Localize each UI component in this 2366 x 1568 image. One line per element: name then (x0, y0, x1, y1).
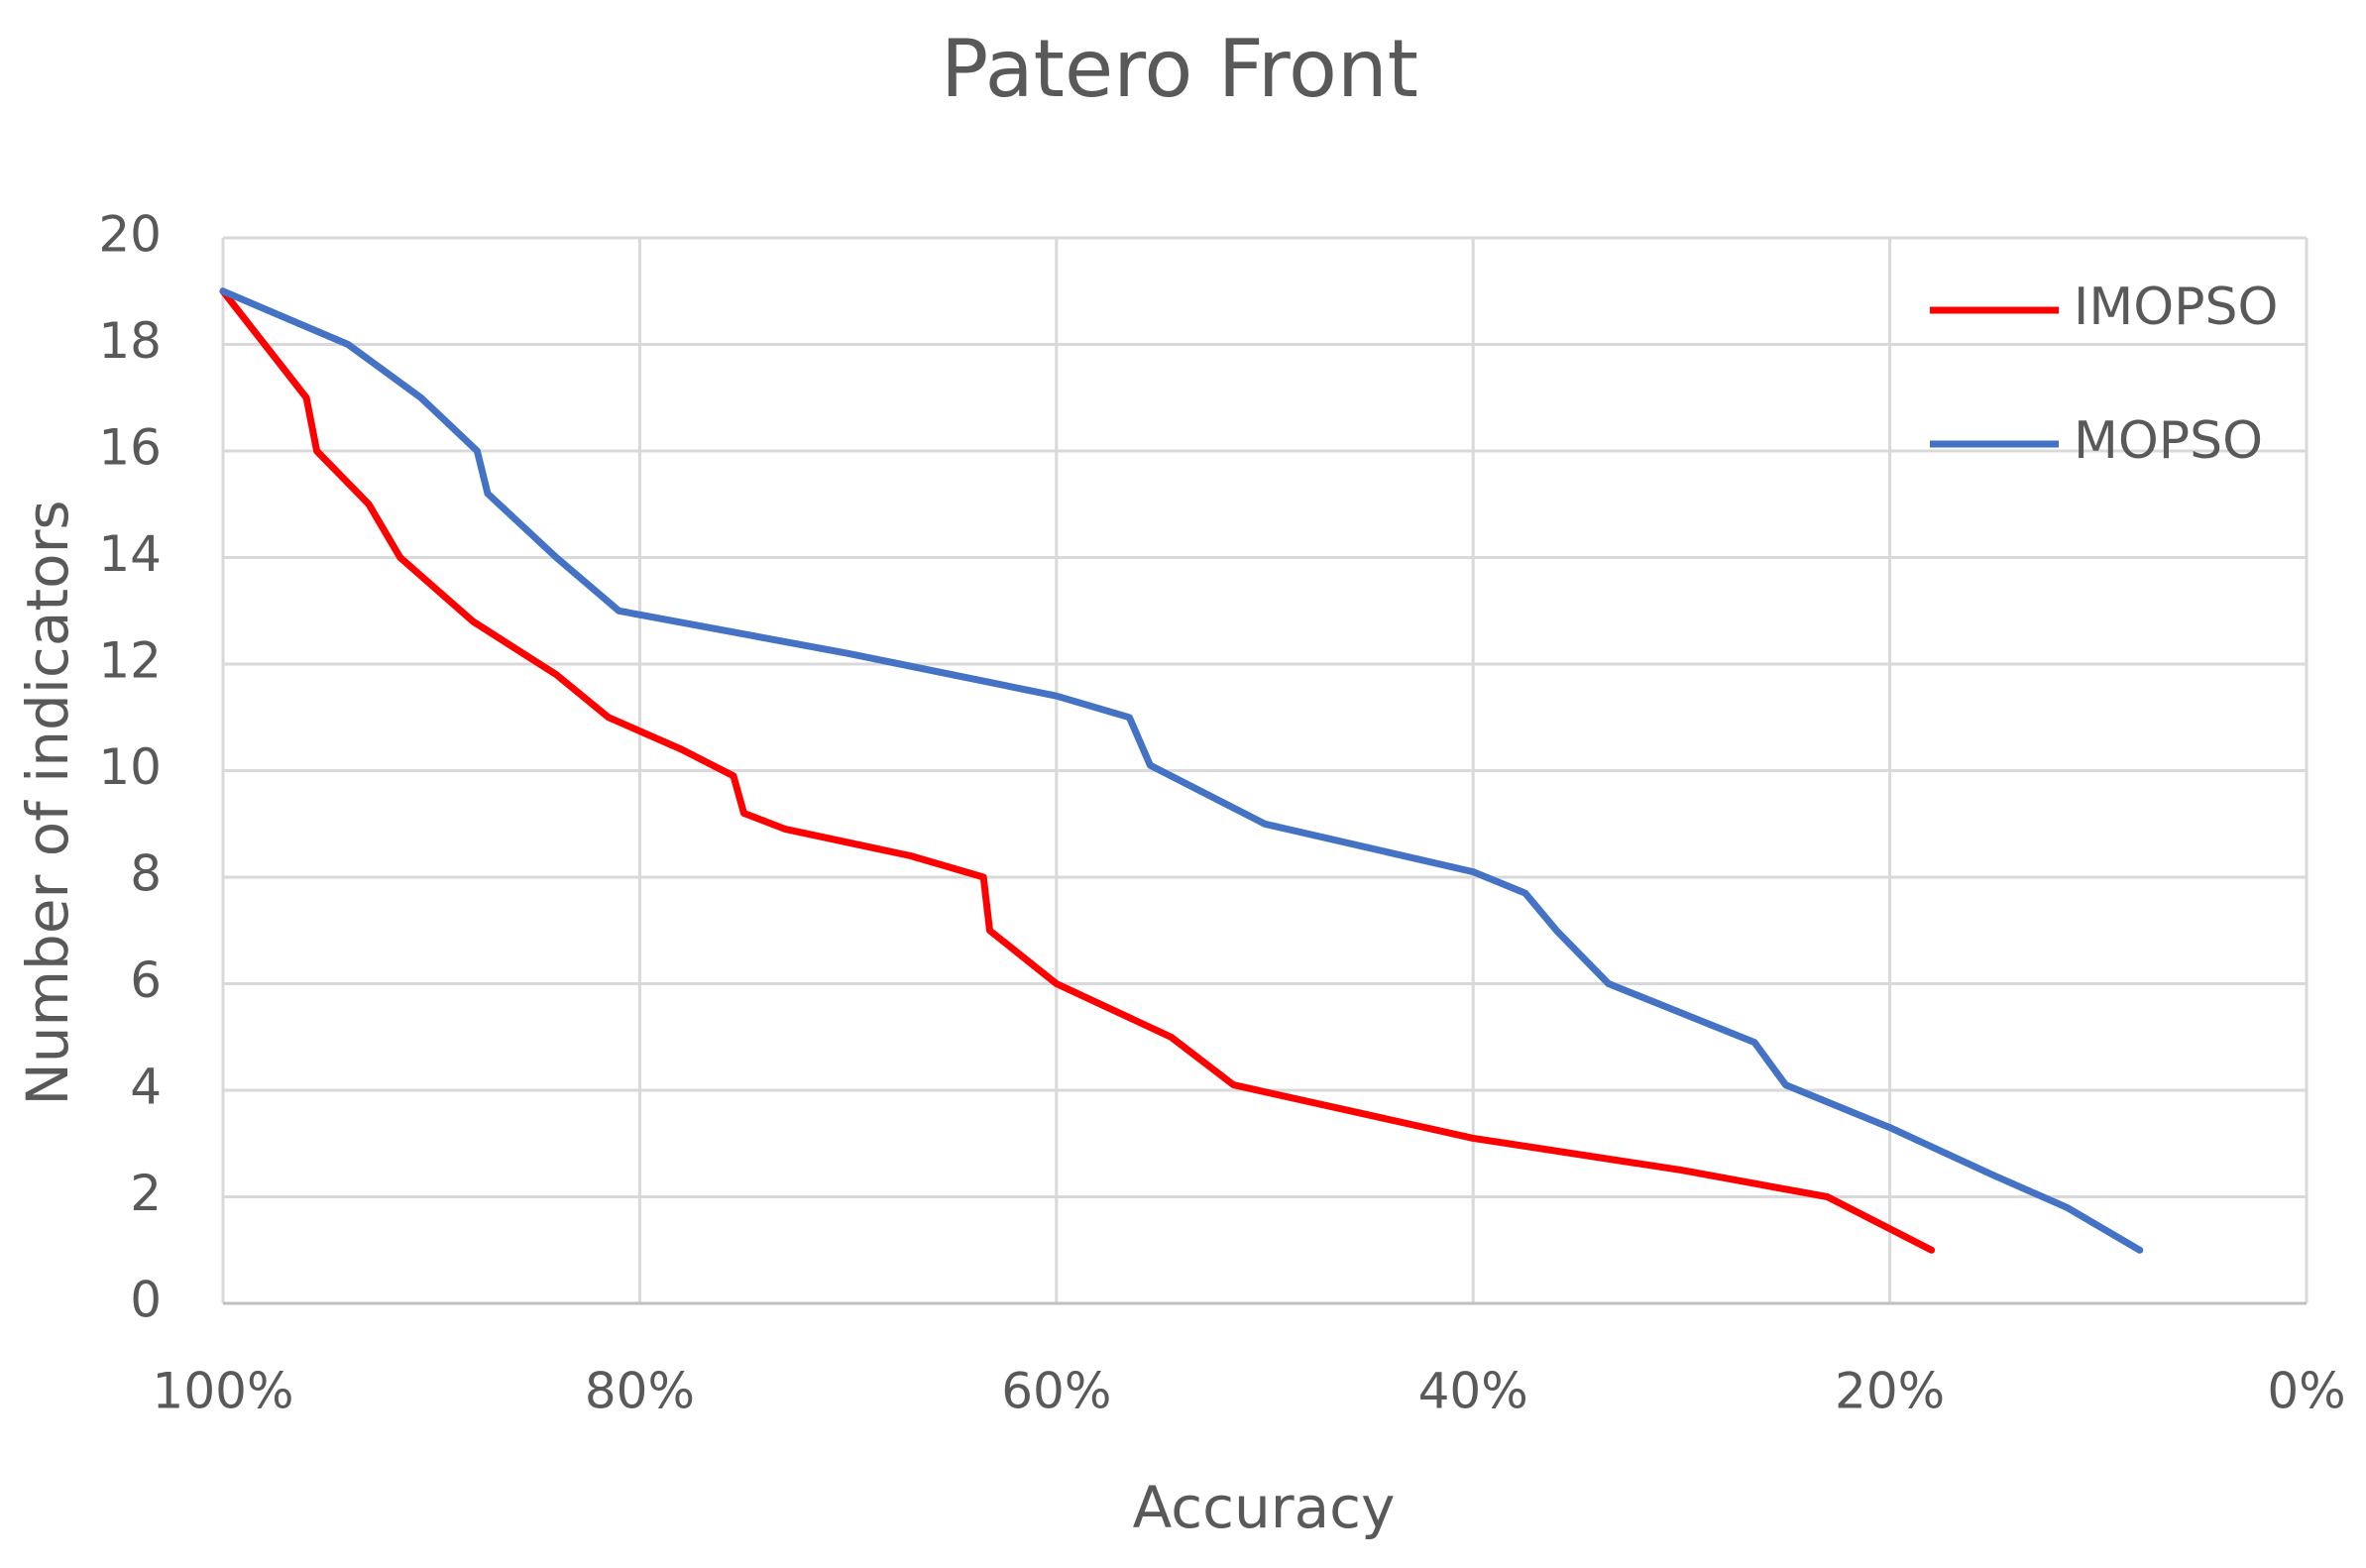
y-tick-label: 12 (98, 632, 162, 690)
y-axis-label: Number of indicators (14, 500, 81, 1105)
series-line (219, 287, 2144, 1254)
y-tick-label: 20 (98, 206, 162, 264)
series-line (219, 287, 1936, 1254)
y-tick-label: 0 (130, 1272, 162, 1329)
y-tick-label: 10 (98, 738, 162, 796)
x-tick-label: 60% (1001, 1363, 1111, 1420)
y-tick-label: 2 (130, 1165, 162, 1222)
y-tick-label: 18 (98, 312, 162, 370)
y-tick-label: 14 (98, 525, 162, 583)
x-axis-label: Accuracy (1133, 1474, 1396, 1541)
y-tick-label: 8 (130, 845, 162, 903)
x-tick-label: 80% (585, 1363, 695, 1420)
x-tick-label: 40% (1418, 1363, 1528, 1420)
legend-label: MOPSO (2074, 411, 2263, 471)
x-tick-label: 0% (2267, 1363, 2345, 1420)
y-tick-label: 4 (130, 1059, 162, 1116)
legend-label: IMOPSO (2074, 278, 2278, 337)
x-tick-label: 20% (1835, 1363, 1945, 1420)
y-tick-label: 6 (130, 952, 162, 1009)
y-tick-label: 16 (98, 419, 162, 477)
x-tick-label: 100% (153, 1363, 294, 1420)
chart-title: Patero Front (941, 23, 1418, 115)
